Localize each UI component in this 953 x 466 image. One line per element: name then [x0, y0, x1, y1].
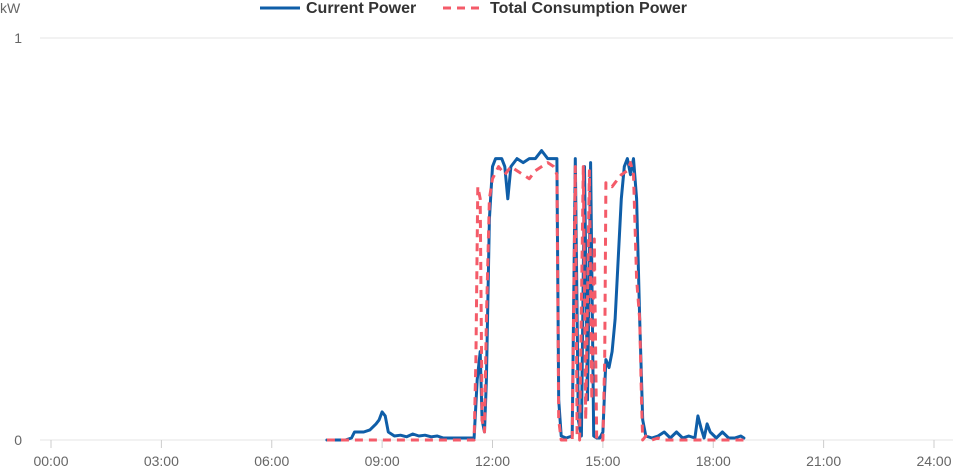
y-tick-label: 1 [14, 30, 22, 46]
x-tick-label: 18:00 [696, 453, 731, 466]
x-tick-label: 12:00 [475, 453, 510, 466]
x-tick-label: 06:00 [254, 453, 289, 466]
series-line-current-power[interactable] [325, 149, 746, 442]
series-line-total-consumption[interactable] [326, 161, 744, 442]
x-axis-ticks: 00:00 03:00 06:00 09:00 12:00 15:00 18:00 21:00… [33, 440, 952, 466]
y-axis-ticks: 01 [14, 30, 22, 448]
x-tick-label: 24:00 [916, 453, 951, 466]
x-tick-label: 00:00 [33, 453, 68, 466]
series-lines [325, 149, 746, 442]
x-tick-label: 15:00 [585, 453, 620, 466]
legend[interactable]: Current Power Total Consumption Power [260, 0, 687, 17]
x-tick-label: 21:00 [806, 453, 841, 466]
grid [40, 37, 953, 441]
y-tick-label: 0 [14, 432, 22, 448]
x-tick-label: 09:00 [365, 453, 400, 466]
x-tick-label: 03:00 [144, 453, 179, 466]
legend-label-current-power: Current Power [306, 0, 416, 17]
y-axis-unit: kW [0, 0, 21, 16]
legend-label-total-consumption: Total Consumption Power [490, 0, 687, 17]
legend-item-current-power[interactable]: Current Power [260, 0, 416, 17]
legend-item-total-consumption[interactable]: Total Consumption Power [443, 0, 687, 17]
